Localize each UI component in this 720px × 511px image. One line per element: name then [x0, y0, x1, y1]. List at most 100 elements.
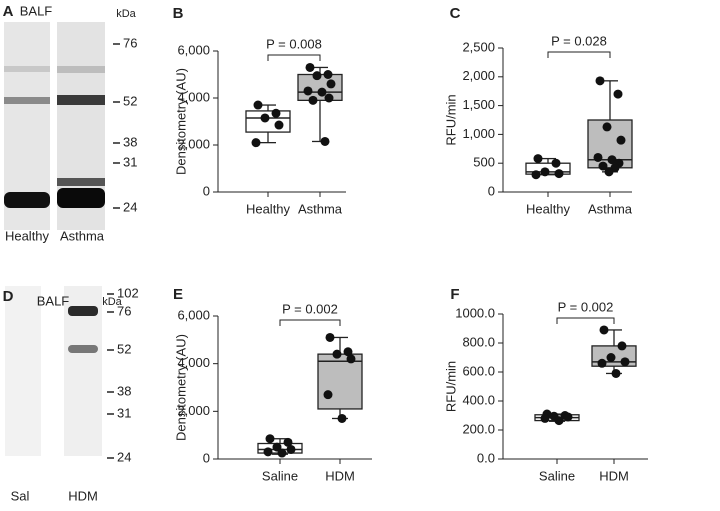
y-axis-label: RFU/min — [443, 94, 458, 145]
data-point — [593, 152, 603, 162]
marker-label: 52 — [123, 93, 137, 108]
p-value: P = 0.028 — [551, 33, 607, 48]
data-point — [265, 434, 275, 444]
y-tick-label: 500 — [473, 155, 495, 170]
panel-label: F — [450, 286, 459, 303]
marker-label: 76 — [117, 303, 131, 318]
blot-band — [68, 306, 98, 316]
p-value: P = 0.002 — [558, 299, 614, 314]
y-tick-label: 2,500 — [462, 39, 495, 54]
data-point — [540, 413, 550, 423]
x-tick-label: Healthy — [526, 201, 571, 216]
data-point — [606, 353, 616, 362]
significance-bracket — [279, 319, 341, 326]
data-point — [611, 368, 621, 378]
y-tick-label: 0 — [488, 183, 495, 198]
data-point — [274, 120, 284, 130]
data-point — [346, 354, 356, 364]
p-value: P = 0.008 — [266, 36, 322, 51]
box — [245, 110, 291, 133]
data-point — [324, 93, 334, 103]
x-tick-label: Healthy — [246, 201, 291, 216]
box — [317, 353, 363, 410]
y-tick-label: 1000.0 — [455, 305, 495, 320]
significance-bracket — [556, 317, 615, 324]
data-point — [554, 169, 564, 179]
data-point — [540, 167, 550, 177]
blot-unit: kDa — [116, 8, 136, 20]
y-axis-label: RFU/min — [443, 361, 458, 412]
panel-label: D — [3, 288, 14, 305]
y-tick-label: 6,000 — [177, 42, 210, 57]
data-point — [277, 448, 287, 458]
blot-band — [4, 97, 50, 104]
x-tick-label: Asthma — [588, 201, 633, 216]
data-point — [617, 341, 627, 351]
x-tick-label: Saline — [262, 468, 298, 483]
y-tick-label: 200.0 — [462, 421, 495, 436]
y-tick-label: 1,000 — [462, 126, 495, 141]
data-point — [325, 332, 335, 342]
panel-label: B — [173, 5, 184, 22]
blot-band — [57, 178, 105, 186]
data-point — [554, 416, 564, 426]
lane-label: Sal — [11, 488, 30, 503]
y-tick-label: 0.0 — [477, 450, 495, 465]
blot-title: BALF — [20, 3, 53, 18]
y-tick-label: 6,000 — [177, 307, 210, 322]
data-point — [620, 357, 630, 367]
data-point — [551, 158, 561, 168]
data-point — [533, 154, 543, 164]
y-tick-label: 400.0 — [462, 392, 495, 407]
data-point — [305, 62, 315, 72]
data-point — [531, 170, 541, 180]
data-point — [260, 113, 270, 123]
p-value: P = 0.002 — [282, 301, 338, 316]
blot-unit: kDa — [102, 296, 122, 308]
data-point — [563, 412, 573, 422]
data-point — [599, 325, 609, 335]
data-point — [337, 413, 347, 423]
panel-label: E — [173, 286, 183, 303]
data-point — [317, 87, 327, 97]
x-tick-label: HDM — [599, 468, 629, 483]
data-point — [312, 71, 322, 81]
data-point — [308, 95, 318, 105]
marker-label: 38 — [117, 383, 131, 398]
data-point — [597, 358, 607, 368]
data-point — [595, 76, 605, 86]
y-tick-label: 4,000 — [177, 89, 210, 104]
y-tick-label: 600.0 — [462, 363, 495, 378]
data-point — [616, 135, 626, 145]
data-point — [323, 70, 333, 79]
marker-label: 24 — [117, 449, 131, 464]
data-point — [272, 442, 282, 452]
x-tick-label: Asthma — [298, 201, 343, 216]
data-point — [271, 108, 281, 118]
blot-band — [57, 66, 105, 73]
blot-lane — [5, 286, 41, 456]
data-point — [602, 122, 612, 132]
data-point — [332, 349, 342, 359]
blot-title: BALF — [37, 293, 70, 308]
y-tick-label: 0 — [203, 450, 210, 465]
data-point — [613, 89, 623, 99]
data-point — [343, 347, 353, 357]
data-point — [286, 444, 296, 454]
blot-band — [57, 188, 105, 208]
data-point — [253, 100, 263, 110]
significance-bracket — [267, 54, 321, 61]
data-point — [326, 79, 336, 89]
marker-label: 102 — [117, 285, 139, 300]
marker-label: 24 — [123, 199, 137, 214]
significance-bracket — [547, 51, 611, 58]
y-tick-label: 2,000 — [177, 403, 210, 418]
y-tick-label: 2,000 — [462, 68, 495, 83]
x-tick-label: HDM — [325, 468, 355, 483]
y-tick-label: 2,000 — [177, 136, 210, 151]
blot-band — [4, 192, 50, 208]
x-tick-label: Saline — [539, 468, 575, 483]
lane-label: Healthy — [5, 228, 50, 243]
data-point — [604, 167, 614, 177]
